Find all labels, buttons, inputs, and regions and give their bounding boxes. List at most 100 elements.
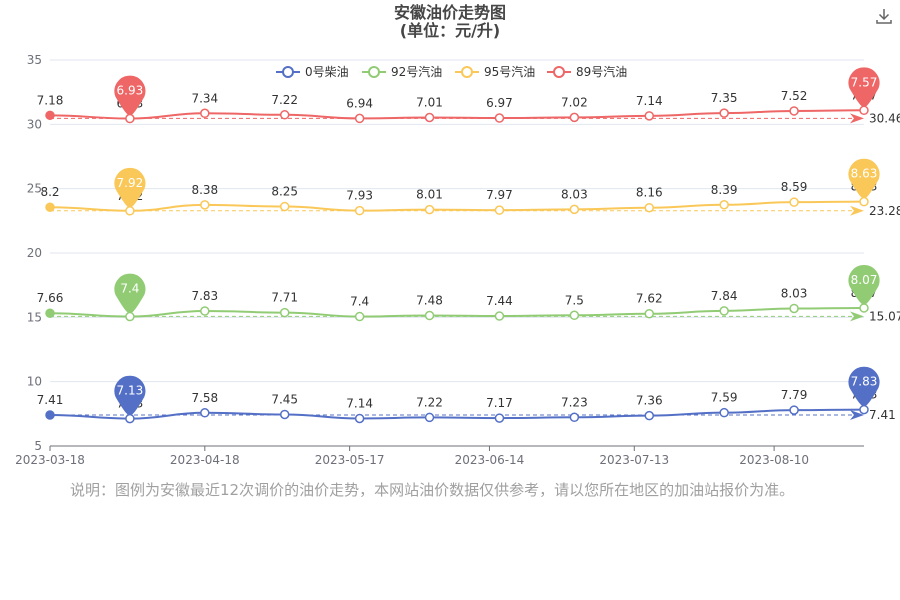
data-point [279,307,290,318]
data-point [494,413,505,423]
data-label: 7.4 [350,295,369,309]
data-point [200,408,210,418]
max-pin-label: 8.63 [851,167,878,181]
y-tick-label: 30 [27,117,42,131]
data-point [424,412,435,423]
legend-marker [553,66,565,78]
data-point [354,413,365,424]
download-icon[interactable] [874,6,894,26]
data-label: 7.84 [711,289,738,303]
data-label: 7.22 [271,93,298,107]
data-label: 6.94 [346,96,373,110]
data-point [644,111,655,121]
series-3: 30.46 7.18 6.93 7.34 7.22 6.94 7.01 6.97 7.02 7.1… [37,67,900,125]
x-tick-label: 2023-07-13 [599,453,669,467]
data-label: 8.03 [781,286,808,300]
chart-title: 安徽油价走势图 (单位：元/升) [0,4,900,40]
series-0: 7.41 7.41 7.13 7.58 7.45 7.14 7.22 7.17 7.23 7.36… [37,366,896,424]
data-point [569,204,580,215]
y-tick-label: 35 [27,53,42,67]
min-pin-shape [114,167,146,208]
series-line [49,109,865,120]
max-pin-shape [848,265,880,305]
data-point [125,413,135,424]
data-point [569,310,580,321]
data-label: 7.14 [346,396,373,410]
data-label: 7.34 [191,91,218,105]
series-line [49,408,865,420]
data-label: 7.36 [636,394,663,408]
legend-marker [461,66,473,78]
data-label: 7.79 [781,388,808,402]
data-label: 7.18 [37,93,64,107]
disclaimer-note: 说明：图例为安徽最近12次调价的油价走势，本网站油价数据仅供参考，请以您所在地区… [70,481,795,499]
data-point [424,310,435,321]
max-pin-label: 7.83 [851,375,878,389]
data-point [125,311,135,322]
data-label: 7.02 [561,95,588,109]
chart-title-main: 安徽油价走势图 [393,3,506,22]
data-label: 7.97 [486,188,513,202]
chart-title-unit: (单位：元/升) [399,21,501,40]
data-point [45,202,55,212]
data-label: 7.14 [636,94,663,108]
series-1: 15.07 7.66 7.4 7.83 7.71 7.4 7.48 7.44 7.5 7.62 7.… [37,265,900,323]
data-point [45,308,55,318]
y-tick-label: 15 [27,310,42,324]
data-point [859,196,869,207]
average-label: 7.41 [869,408,896,422]
y-tick-label: 10 [27,375,42,389]
average-arrow [850,409,864,420]
data-point [494,205,505,215]
legend[interactable]: 0号柴油 92号汽油 95号汽油 89号汽油 [276,64,627,79]
data-point [859,404,869,415]
min-pin-label: 7.13 [117,384,144,398]
data-point [200,200,210,210]
max-pin-label: 8.07 [851,273,878,287]
series-line [49,200,865,212]
data-label: 7.35 [711,91,738,105]
data-point [200,108,210,119]
data-point [719,306,729,316]
data-point [279,201,290,212]
data-point [644,410,655,421]
legend-label: 95号汽油 [484,64,535,79]
data-label: 8.2 [40,185,59,199]
data-point [125,113,135,124]
data-label: 8.39 [711,183,738,197]
axes: 5 10 15 20 25 30 35 2023-03-18 2023-04-18 2023-05… [15,53,864,467]
data-point [789,106,799,116]
average-label: 30.46 [869,111,900,125]
max-pin-label: 7.57 [851,75,878,89]
data-label: 7.23 [561,395,588,409]
x-tick-label: 2023-06-14 [455,453,525,467]
max-pin-shape [848,366,880,407]
data-label: 7.45 [271,392,298,406]
min-pin-shape [114,375,146,416]
data-label: 7.41 [37,393,64,407]
data-label: 7.83 [191,289,218,303]
data-point [354,113,365,124]
data-label: 7.58 [191,391,218,405]
legend-marker [368,66,380,78]
data-point [354,311,365,322]
min-pin-label: 6.93 [117,84,144,98]
x-tick-label: 2023-08-10 [739,453,809,467]
legend-label: 0号柴油 [305,65,349,79]
average-arrow [850,311,864,322]
data-label: 8.01 [416,188,443,202]
data-point [644,202,655,213]
max-pin-shape [848,67,880,107]
y-tick-label: 5 [34,439,42,453]
average-label: 23.28 [869,204,900,218]
data-point [424,204,435,215]
x-tick-label: 2023-03-18 [15,453,85,467]
legend-label: 92号汽油 [391,64,442,79]
data-label: 7.44 [486,294,513,308]
data-point [789,303,799,314]
data-label: 7.71 [271,291,298,305]
data-label: 7.5 [565,293,584,307]
x-tick-label: 2023-05-17 [315,453,385,467]
data-point [279,110,290,120]
